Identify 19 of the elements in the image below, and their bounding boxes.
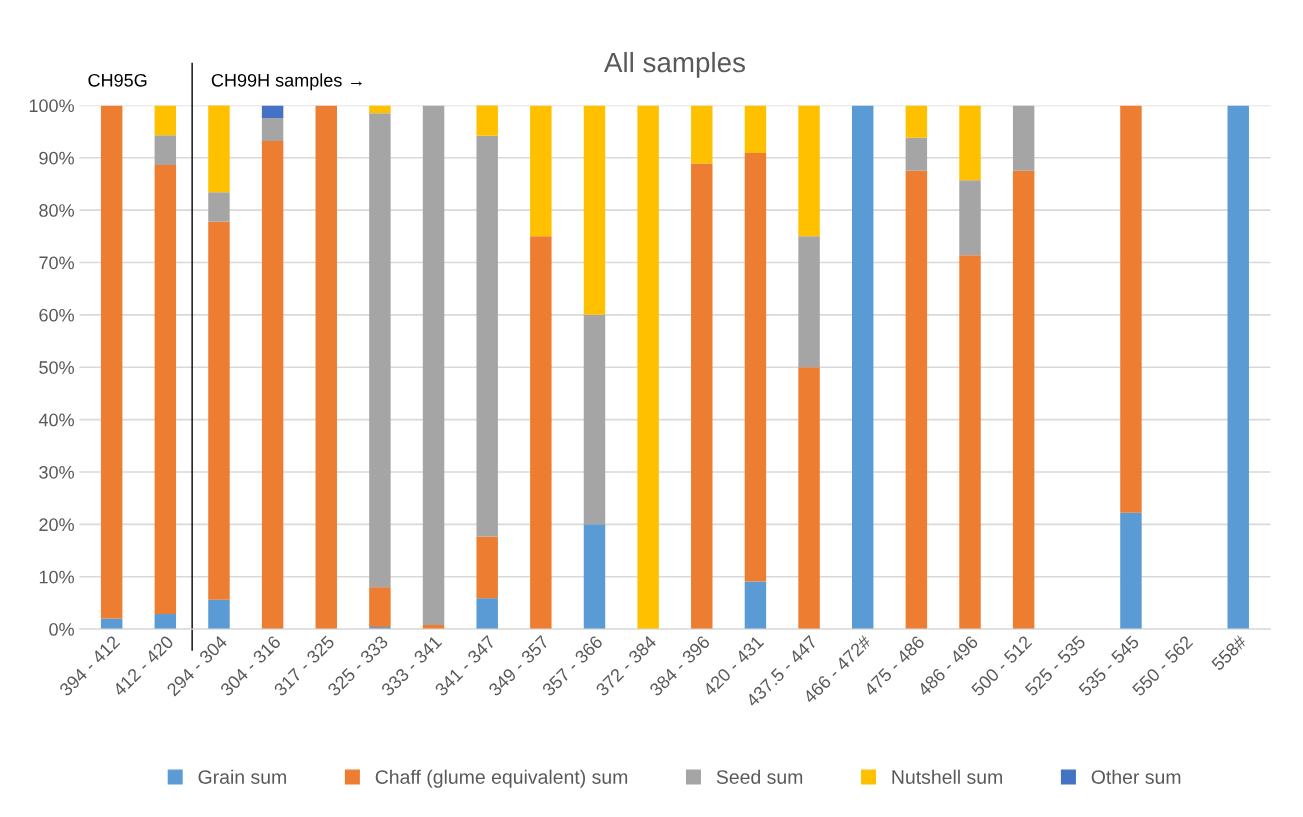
legend-label: Seed sum — [716, 769, 803, 784]
y-tick-label: 40% — [38, 413, 74, 427]
y-tick-label: 90% — [39, 151, 74, 165]
y-tick-label: 10% — [39, 570, 74, 584]
y-tick-label: 70% — [39, 256, 74, 270]
y-tick-label: 30% — [39, 465, 74, 479]
legend-label: Nutshell sum — [892, 769, 1002, 784]
legend-label: Other sum — [1091, 769, 1181, 784]
y-tick-label: 20% — [39, 518, 74, 532]
legend-label: Grain sum — [198, 769, 286, 784]
y-tick-label: 50% — [39, 361, 74, 374]
y-tick-label: 80% — [39, 204, 74, 217]
y-tick-label: 100% — [29, 99, 74, 113]
text: CH95G — [88, 73, 147, 87]
legend-label: Chaff (glume equivalent) sum — [375, 769, 628, 788]
ref-line-label: CH99H samples → — [211, 73, 362, 91]
y-tick-label: 60% — [39, 308, 74, 322]
chart-title: All samples — [604, 51, 745, 78]
y-tick-label: 0% — [49, 623, 74, 636]
